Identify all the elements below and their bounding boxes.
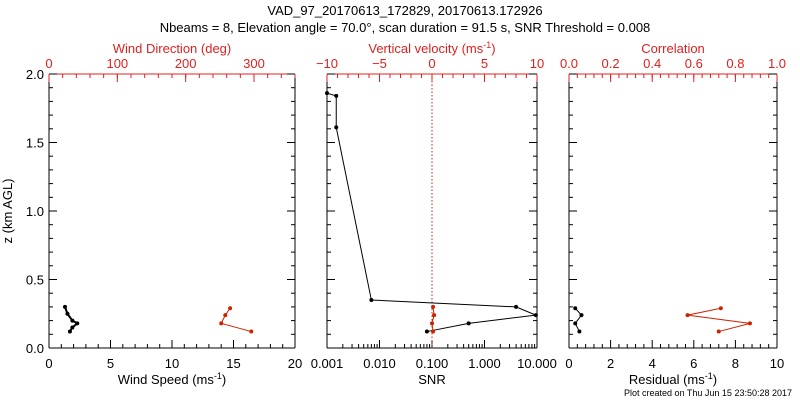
x-tick-label: 6 [690,356,697,371]
top-tick-label: 0.2 [602,56,620,71]
data-point [747,321,752,326]
top-tick-label: 0.4 [643,56,661,71]
series-line-wind-direction [220,307,252,333]
x-tick-label: 0.010 [363,356,396,371]
data-point [431,304,436,309]
data-point [432,313,437,318]
data-point [718,306,723,311]
data-point [685,313,690,318]
data-point [65,311,70,316]
top-tick-label: 1.0 [768,56,786,71]
top-tick-label: −10 [316,56,338,71]
data-point [573,321,578,326]
x-axis-label: Residual (ms-1) [629,371,717,387]
x-tick-label: 2 [607,356,614,371]
top-tick-label: 0.8 [726,56,744,71]
y-tick-label: 2.0 [26,67,44,82]
data-point [424,329,429,334]
top-tick-label: 200 [175,56,197,71]
data-point [228,306,233,311]
data-point [334,125,339,130]
y-tick-label: 1.0 [26,204,44,219]
top-axis-label: Wind Direction (deg) [113,41,232,56]
top-tick-label: 10 [530,56,544,71]
data-point [249,329,254,334]
x-tick-label: 0.001 [311,356,344,371]
top-tick-label: 0 [45,56,52,71]
x-tick-label: 0.100 [416,356,449,371]
data-point [219,321,224,326]
data-point [70,318,75,323]
x-tick-label: 5 [107,356,114,371]
x-tick-label: 0 [45,356,52,371]
top-tick-label: 100 [106,56,128,71]
x-tick-label: 15 [226,356,240,371]
x-tick-label: 8 [732,356,739,371]
data-point [430,321,434,326]
data-point [579,313,584,318]
data-point [325,91,329,96]
figure-title-line2: Nbeams = 8, Elevation angle = 70.0°, sca… [160,20,651,35]
y-tick-label: 0.0 [26,341,44,356]
data-point [577,329,582,334]
series-line-correlation [687,307,751,333]
x-axis-label: SNR [418,372,445,387]
data-point [514,304,519,309]
data-point [67,329,72,334]
plot-created-footer: Plot created on Thu Jun 15 23:50:28 2017 [624,388,792,398]
data-point [62,304,67,309]
x-tick-label: 10.000 [517,356,557,371]
data-point [431,329,436,334]
x-tick-label: 4 [649,356,656,371]
top-axis-label: Correlation [641,41,705,56]
top-tick-label: 5 [481,56,488,71]
data-point [716,329,721,334]
data-point [533,313,538,318]
y-axis-label: z (km AGL) [0,178,15,243]
data-point [334,93,339,98]
x-tick-label: 10 [770,356,784,371]
series-line-residual [574,307,583,332]
x-tick-label: 10 [165,356,179,371]
data-point [75,321,80,326]
x-tick-label: 0 [565,356,572,371]
data-point [369,298,374,303]
top-axis-label: Vertical velocity (ms-1) [368,40,495,56]
top-tick-label: 300 [243,56,265,71]
y-tick-label: 1.5 [26,136,44,151]
data-point [223,313,228,318]
top-tick-label: 0.0 [560,56,578,71]
data-point [573,306,578,311]
top-tick-label: −5 [372,56,387,71]
data-point [70,325,75,330]
figure-title-line1: VAD_97_20170613_172829, 20170613.172926 [267,3,542,18]
y-tick-label: 0.5 [26,273,44,288]
series-line-vertical-velocity [431,306,435,332]
data-point [466,321,471,326]
x-tick-label: 1.000 [468,356,501,371]
series-line-snr [326,92,538,333]
x-axis-label: Wind Speed (ms-1) [118,371,226,387]
x-tick-label: 20 [288,356,302,371]
top-tick-label: 0.6 [685,56,703,71]
top-tick-label: 0 [428,56,435,71]
